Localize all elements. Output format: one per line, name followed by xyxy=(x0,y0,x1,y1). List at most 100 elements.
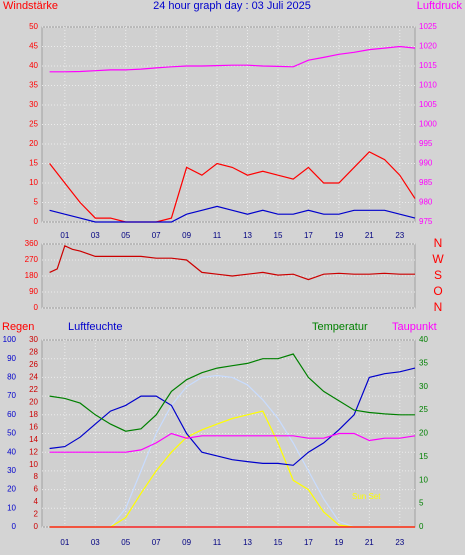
x-tick-label: 21 xyxy=(365,538,374,547)
y3-tick-label: 4 xyxy=(34,497,39,506)
y2-tick-label: 1010 xyxy=(419,81,437,90)
x-tick-label: 01 xyxy=(60,538,69,547)
x-tick-label: 13 xyxy=(243,231,252,240)
y-tick-label: 80 xyxy=(7,373,16,382)
y2-tick-label: 0 xyxy=(419,522,424,531)
y-tick-label: 10 xyxy=(29,178,38,187)
y3-tick-label: 8 xyxy=(34,472,39,481)
y-tick-label: 50 xyxy=(7,429,16,438)
y-tick-label: 60 xyxy=(7,410,16,419)
y2-tick-label: 1025 xyxy=(419,22,437,31)
y2-tick-label: N xyxy=(434,300,443,314)
y2-tick-label: 995 xyxy=(419,139,433,148)
y-tick-label: 15 xyxy=(29,159,38,168)
y-tick-label: 180 xyxy=(25,271,39,280)
y3-tick-label: 0 xyxy=(34,522,39,531)
x-tick-label: 11 xyxy=(213,231,222,240)
y2-tick-label: 1020 xyxy=(419,42,437,51)
y-tick-label: 100 xyxy=(3,335,17,344)
y2-label: Luftdruck xyxy=(417,0,463,12)
y-tick-label: 30 xyxy=(29,100,38,109)
y-tick-label: 40 xyxy=(29,61,38,70)
x-tick-label: 15 xyxy=(274,538,283,547)
x-tick-label: 13 xyxy=(243,538,252,547)
y2-tick-label: O xyxy=(433,284,442,298)
y3-tick-label: 28 xyxy=(29,348,38,357)
y3-tick-label: 22 xyxy=(29,385,38,394)
series-line xyxy=(49,244,415,281)
x-tick-label: 11 xyxy=(213,538,222,547)
x-tick-label: 19 xyxy=(334,231,343,240)
y3-tick-label: 14 xyxy=(29,435,38,444)
x-tick-label: 09 xyxy=(182,538,191,547)
y2-tick-label: 40 xyxy=(419,335,428,344)
x-tick-label: 21 xyxy=(365,231,374,240)
y2-tick-label: 1000 xyxy=(419,120,437,129)
y3-tick-label: 30 xyxy=(29,335,38,344)
y-label: Luftfeuchte xyxy=(68,321,122,333)
y-tick-label: 30 xyxy=(7,466,16,475)
y-tick-label: 10 xyxy=(7,503,16,512)
x-tick-label: 07 xyxy=(152,538,161,547)
x-tick-label: 03 xyxy=(91,538,100,547)
y2-tick-label: 25 xyxy=(419,405,428,414)
x-tick-label: 05 xyxy=(121,231,130,240)
y-tick-label: 20 xyxy=(7,485,16,494)
y-tick-label: 25 xyxy=(29,120,38,129)
y2-tick-label: 15 xyxy=(419,452,428,461)
y-tick-label: 45 xyxy=(29,42,38,51)
x-tick-label: 23 xyxy=(395,538,404,547)
y-tick-label: 40 xyxy=(7,447,16,456)
y2-tick-label: 5 xyxy=(419,499,424,508)
y3-tick-label: 12 xyxy=(29,447,38,456)
y3-tick-label: 26 xyxy=(29,360,38,369)
x-tick-label: 23 xyxy=(395,231,404,240)
y-tick-label: 0 xyxy=(12,522,17,531)
x-tick-label: 07 xyxy=(152,231,161,240)
y3-tick-label: 18 xyxy=(29,410,38,419)
y-tick-label: 5 xyxy=(34,198,39,207)
y3-tick-label: 16 xyxy=(29,422,38,431)
y3-tick-label: 20 xyxy=(29,397,38,406)
series-line xyxy=(49,45,416,73)
x-tick-label: 03 xyxy=(91,231,100,240)
series-line xyxy=(49,151,416,223)
y2-tick-label: 30 xyxy=(419,382,428,391)
y2-tick-label: W xyxy=(432,252,444,266)
series-line xyxy=(49,353,415,432)
y2-label: Temperatur xyxy=(312,321,368,333)
y3-tick-label: 10 xyxy=(29,460,38,469)
x-tick-label: 05 xyxy=(121,538,130,547)
x-tick-label: 17 xyxy=(304,231,313,240)
y2-tick-label: 20 xyxy=(419,429,428,438)
y2-tick-label: 980 xyxy=(419,198,433,207)
title: 24 hour graph day : 03 Juli 2025 xyxy=(153,0,311,12)
y-tick-label: 90 xyxy=(29,287,38,296)
y2-tick-label: 990 xyxy=(419,159,433,168)
series-line xyxy=(49,205,416,223)
x-tick-label: 09 xyxy=(182,231,191,240)
y-tick-label: 360 xyxy=(25,239,39,248)
y2-tick-label: 1005 xyxy=(419,100,437,109)
x-tick-label: 01 xyxy=(60,231,69,240)
y-tick-label: 70 xyxy=(7,391,16,400)
y3-tick-label: 6 xyxy=(34,485,39,494)
y2-tick-label: 35 xyxy=(419,358,428,367)
y-tick-label: 270 xyxy=(25,255,39,264)
y-tick-label: 0 xyxy=(34,303,39,312)
y-tick-label: 35 xyxy=(29,81,38,90)
y2-tick-label: N xyxy=(434,236,443,250)
y2-tick-label: 1015 xyxy=(419,61,437,70)
y-tick-label: 50 xyxy=(29,22,38,31)
x-tick-label: 15 xyxy=(274,231,283,240)
y3-label: Regen xyxy=(2,321,34,333)
y2-tick-label: 985 xyxy=(419,178,433,187)
y-tick-label: 20 xyxy=(29,139,38,148)
y-tick-label: 90 xyxy=(7,354,16,363)
y2-tick-label: S xyxy=(434,268,442,282)
series-line xyxy=(49,367,416,466)
dew-label: Taupunkt xyxy=(392,321,437,333)
x-tick-label: 19 xyxy=(334,538,343,547)
series-line xyxy=(49,432,416,453)
y-label: Windstärke xyxy=(3,0,58,12)
